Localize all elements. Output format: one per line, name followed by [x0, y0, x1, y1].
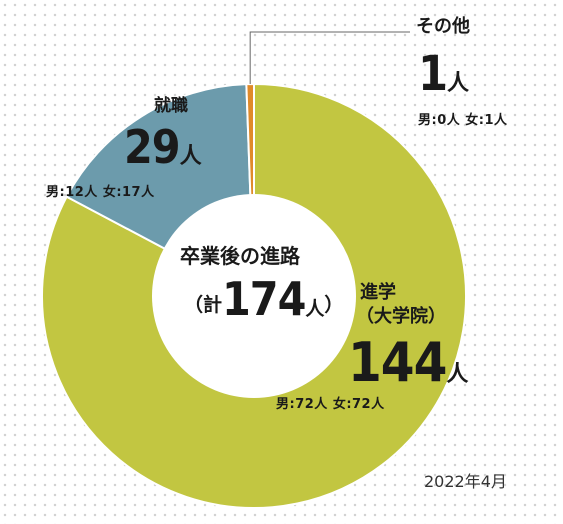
- leader-line: [249, 31, 410, 85]
- total-unit: 人: [305, 298, 325, 320]
- slice-label-sonota: その他: [416, 16, 470, 37]
- slice-value: 1: [418, 46, 448, 102]
- slice-unit: 人: [179, 144, 202, 169]
- slice-label-shingaku: 進学: [360, 282, 396, 303]
- total-open: （計: [184, 294, 223, 316]
- donut-center: [152, 194, 356, 398]
- slice-value-shushoku: 29人: [124, 124, 202, 170]
- slice-unit: 人: [446, 362, 469, 387]
- slice-value-shingaku: 144人: [348, 336, 468, 390]
- slice-sublabel-shingaku: （大学院）: [356, 306, 446, 327]
- slice-value-sonota: 1人: [418, 50, 469, 98]
- slice-breakdown-sonota: 男:0人 女:1人: [418, 113, 508, 128]
- slice-value: 144: [348, 331, 447, 394]
- chart-title: 卒業後の進路: [180, 244, 300, 268]
- total-close: ）: [324, 294, 344, 316]
- total-label: （計174人）: [184, 276, 343, 322]
- slice-breakdown-shushoku: 男:12人 女:17人: [46, 185, 155, 200]
- date-label: 2022年4月: [424, 472, 507, 491]
- slice-value: 29: [124, 120, 181, 174]
- slice-label-shushoku: 就職: [154, 96, 188, 116]
- slice-unit: 人: [447, 71, 470, 96]
- total-value: 174: [222, 272, 306, 326]
- slice-breakdown-shingaku: 男:72人 女:72人: [276, 397, 385, 412]
